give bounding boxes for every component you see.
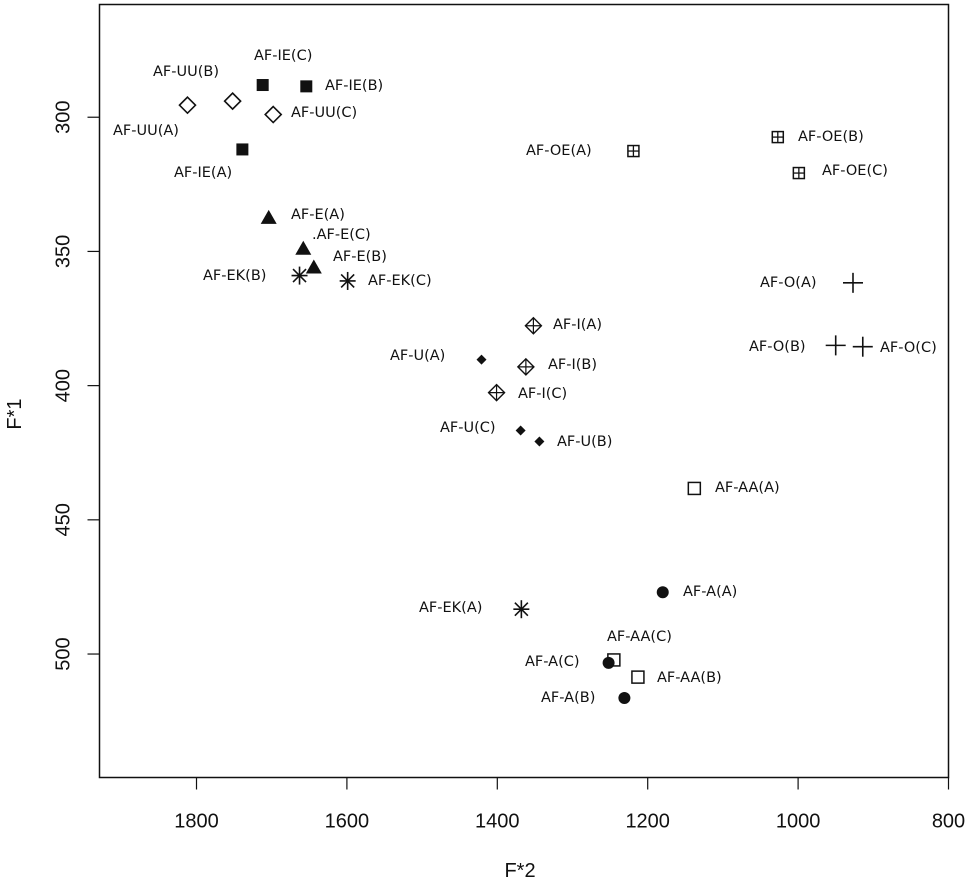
- y-tick-label: 350: [53, 235, 75, 268]
- data-point-square-open: [687, 481, 702, 496]
- data-label: AF-OE(B): [798, 129, 864, 145]
- data-label: AF-UU(C): [291, 105, 357, 121]
- data-labels: AF-UU(A) AF-UU(B) AF-UU(C) AF-IE(A) AF-IE(B)…: [113, 48, 937, 706]
- data-label: AF-O(C): [880, 340, 937, 356]
- data-point-diamond-filled: [515, 425, 526, 436]
- data-label: AF-EK(B): [203, 268, 266, 284]
- data-label: AF-U(A): [390, 348, 445, 364]
- data-label: AF-I(C): [518, 386, 567, 402]
- data-point-diamond-open: [223, 91, 242, 111]
- data-label: AF-AA(B): [657, 670, 722, 686]
- data-label: AF-UU(A): [113, 123, 179, 139]
- data-point-triangle-filled: [295, 240, 312, 255]
- data-point-diamond-plus: [524, 316, 543, 335]
- y-tick-label: 450: [53, 503, 75, 536]
- data-label: AF-UU(B): [153, 64, 219, 80]
- data-point-diamond-filled: [534, 436, 545, 447]
- y-axis: 300 350 400 450 500: [53, 101, 100, 671]
- x-axis: 1800 1600 1400 1200 1000 800: [174, 777, 965, 833]
- data-point-plus: [842, 272, 863, 293]
- y-tick-label: 500: [53, 637, 75, 670]
- data-points: [178, 79, 873, 705]
- data-point-diamond-open: [178, 96, 197, 115]
- data-point-square-filled: [256, 79, 269, 92]
- data-label: AF-IE(B): [325, 78, 383, 94]
- data-point-square-plus: [627, 144, 640, 158]
- data-point-circle-filled: [618, 692, 631, 705]
- data-label: AF-IE(A): [174, 165, 232, 181]
- data-label: AF-AA(A): [715, 480, 780, 496]
- x-tick-label: 1600: [325, 811, 370, 833]
- data-label: AF-A(B): [541, 690, 595, 706]
- x-tick-label: 1400: [475, 811, 520, 833]
- data-point-triangle-filled: [305, 259, 322, 274]
- data-label: AF-EK(A): [419, 600, 482, 616]
- data-label: AF-O(A): [760, 275, 817, 291]
- data-label: .AF-E(C): [312, 227, 371, 243]
- data-label: AF-EK(C): [368, 273, 432, 289]
- data-label: AF-I(A): [553, 317, 602, 333]
- data-label: AF-E(A): [291, 207, 345, 223]
- data-label: AF-OE(C): [822, 163, 888, 179]
- x-axis-label: F*2: [504, 860, 535, 882]
- data-point-plus: [825, 335, 846, 356]
- data-point-diamond-open: [264, 105, 283, 124]
- data-point-diamond-plus: [487, 383, 506, 402]
- data-point-diamond-filled: [476, 354, 487, 365]
- data-point-triangle-filled: [260, 209, 277, 224]
- data-label: AF-O(B): [749, 339, 806, 355]
- data-point-circle-filled: [656, 586, 669, 599]
- plot-frame: [98, 3, 950, 779]
- data-point-asterisk: [513, 600, 530, 619]
- x-tick-label: 1000: [776, 811, 821, 833]
- data-point-asterisk: [291, 266, 308, 285]
- data-label: AF-I(B): [548, 357, 597, 373]
- x-tick-label: 1200: [625, 811, 670, 833]
- data-label: AF-A(C): [525, 654, 580, 670]
- data-label: AF-A(A): [683, 584, 737, 600]
- data-point-square-filled: [300, 80, 313, 93]
- y-tick-label: 300: [53, 101, 75, 134]
- data-point-square-filled: [236, 143, 249, 156]
- data-label: AF-U(B): [557, 434, 612, 450]
- data-label: AF-IE(C): [254, 48, 312, 64]
- data-point-square-open: [631, 670, 645, 684]
- data-point-square-plus: [792, 166, 806, 180]
- data-label: AF-OE(A): [526, 143, 592, 159]
- data-label: AF-E(B): [333, 249, 387, 265]
- data-point-square-plus: [771, 130, 785, 144]
- data-point-circle-filled: [602, 656, 615, 669]
- data-label: AF-AA(C): [607, 629, 672, 645]
- x-tick-label: 800: [932, 811, 965, 833]
- y-axis-label: F*1: [4, 398, 26, 429]
- data-point-diamond-plus: [516, 357, 535, 376]
- data-label: AF-U(C): [440, 420, 496, 436]
- data-point-asterisk: [339, 271, 356, 290]
- y-tick-label: 400: [53, 369, 75, 402]
- data-point-plus: [852, 336, 873, 357]
- x-tick-label: 1800: [174, 811, 219, 833]
